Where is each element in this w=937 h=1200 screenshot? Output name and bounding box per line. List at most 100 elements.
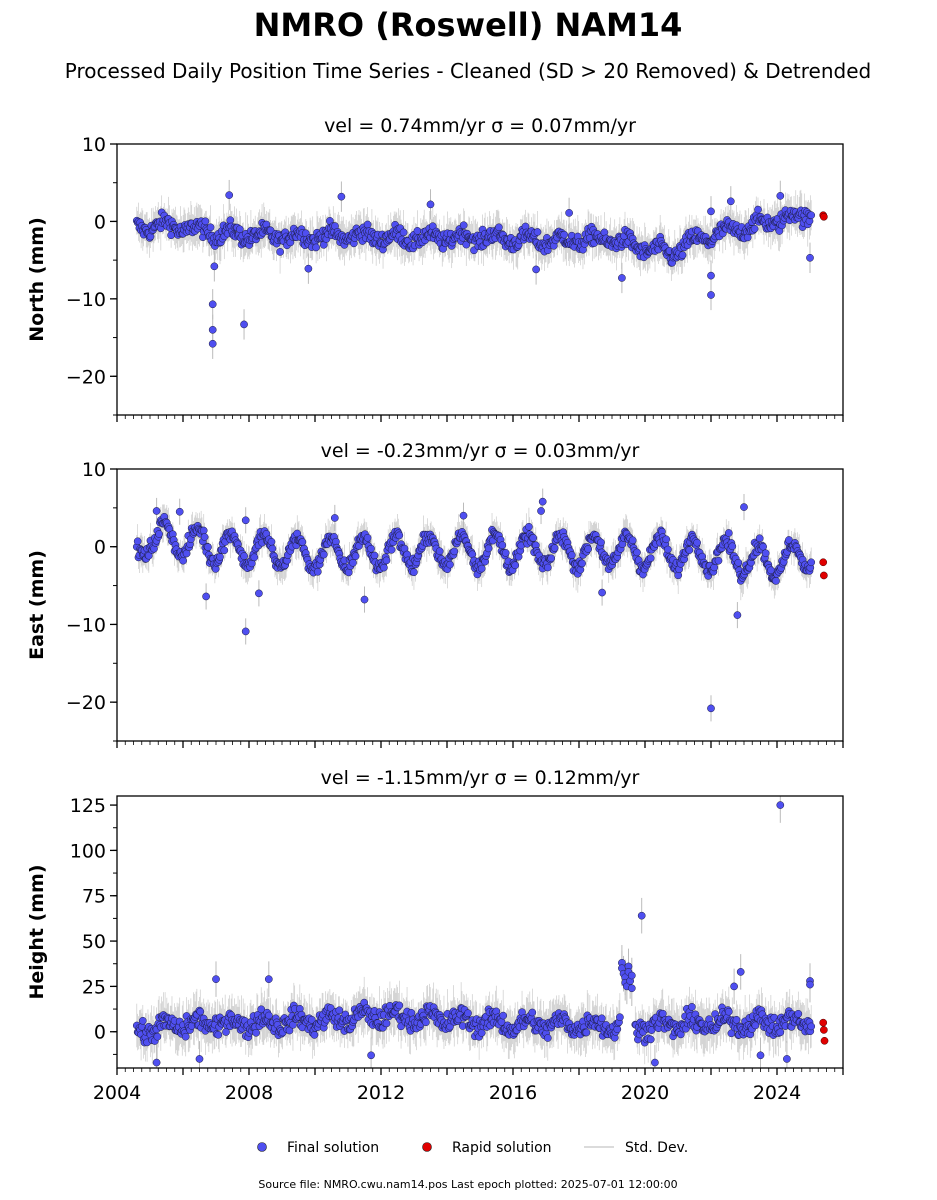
final-point [240, 320, 248, 329]
final-point [597, 538, 605, 547]
final-point [807, 558, 816, 567]
final-point [138, 1016, 147, 1025]
final-point [537, 507, 545, 515]
final-point [525, 522, 533, 531]
final-point [646, 554, 655, 563]
final-point [464, 1009, 472, 1018]
y-tick-label: −10 [66, 289, 106, 311]
final-point [543, 563, 552, 572]
final-point [337, 192, 346, 201]
figure-title: NMRO (Roswell) NAM14 [254, 6, 683, 44]
final-point [772, 577, 780, 585]
y-tick-label: 0 [94, 211, 106, 233]
final-point [206, 223, 215, 232]
panel-east-ylabel: East (mm) [26, 550, 48, 660]
final-point [806, 253, 814, 262]
final-point [450, 547, 459, 556]
final-point [498, 541, 507, 550]
panel-height-ylabel: Height (mm) [26, 864, 48, 999]
final-point [220, 546, 229, 555]
final-point [597, 1014, 606, 1023]
final-point [235, 225, 244, 234]
final-point [152, 507, 161, 515]
final-point [678, 251, 687, 259]
y-tick-label: 0 [94, 537, 106, 559]
final-point [298, 538, 307, 546]
final-point [252, 1028, 260, 1037]
final-point [380, 563, 388, 572]
rapid-point [820, 212, 828, 221]
final-point [410, 568, 418, 577]
panel-height: vel = -1.15mm/yr σ = 0.12mm/yr Height (mm… [26, 767, 844, 1104]
panel-north-frame [116, 143, 844, 416]
final-point [387, 545, 396, 554]
final-point [210, 262, 219, 271]
final-point [685, 546, 694, 554]
final-point [707, 271, 715, 280]
panel-east-rapid-points [819, 558, 828, 580]
final-point [382, 556, 391, 565]
final-point [693, 538, 701, 547]
final-point [363, 220, 372, 229]
final-point [759, 542, 767, 551]
final-point [543, 1034, 552, 1042]
final-point [204, 543, 212, 551]
final-point [395, 531, 404, 540]
final-point [240, 552, 248, 560]
final-point [724, 1007, 733, 1016]
final-point [285, 1026, 294, 1035]
final-point [750, 224, 759, 233]
final-point [179, 556, 187, 565]
final-point [533, 228, 542, 236]
final-point [662, 535, 671, 544]
final-point [155, 530, 163, 538]
y-tick-label: −10 [66, 614, 106, 636]
panel-height-title: vel = -1.15mm/yr σ = 0.12mm/yr [321, 767, 640, 789]
final-point [208, 300, 217, 309]
final-point [208, 325, 217, 334]
final-point [216, 553, 224, 561]
final-point [584, 545, 592, 553]
panel-north-title: vel = 0.74mm/yr σ = 0.07mm/yr [324, 115, 636, 137]
panel-east-final-points [132, 497, 816, 713]
final-point [776, 192, 785, 200]
final-point [714, 556, 723, 565]
final-point [459, 511, 468, 520]
y-tick-label: −20 [66, 366, 106, 388]
final-point [724, 529, 733, 537]
panel-east-std-dev [136, 488, 812, 722]
final-point [732, 1015, 741, 1024]
final-point [528, 1008, 537, 1017]
final-point [751, 1021, 760, 1030]
final-point [511, 561, 520, 570]
final-point [567, 551, 576, 559]
final-point [664, 545, 672, 554]
final-point [310, 1031, 319, 1039]
final-point [578, 559, 586, 568]
final-point [312, 243, 320, 252]
final-point [754, 205, 762, 214]
final-point [351, 552, 360, 561]
final-point [707, 207, 715, 216]
final-point [560, 230, 568, 239]
final-point [646, 1035, 655, 1044]
panel-north-ylabel: North (mm) [26, 217, 48, 342]
final-point [628, 536, 637, 545]
final-point [565, 209, 573, 217]
final-point [499, 1011, 508, 1020]
panel-north-rapid-points [819, 211, 828, 221]
final-point [370, 551, 379, 560]
y-tick-label: −20 [66, 692, 106, 714]
final-point [225, 191, 234, 199]
figure-subtitle: Processed Daily Position Time Series - C… [65, 59, 871, 83]
panel-north-final-points [132, 191, 816, 348]
final-point [335, 1006, 344, 1015]
final-point [598, 588, 606, 597]
final-point [175, 507, 184, 516]
final-point [214, 1030, 223, 1039]
panel-east-frame [116, 468, 844, 742]
final-point [395, 1001, 404, 1010]
final-point [538, 497, 547, 506]
final-point [740, 503, 748, 511]
